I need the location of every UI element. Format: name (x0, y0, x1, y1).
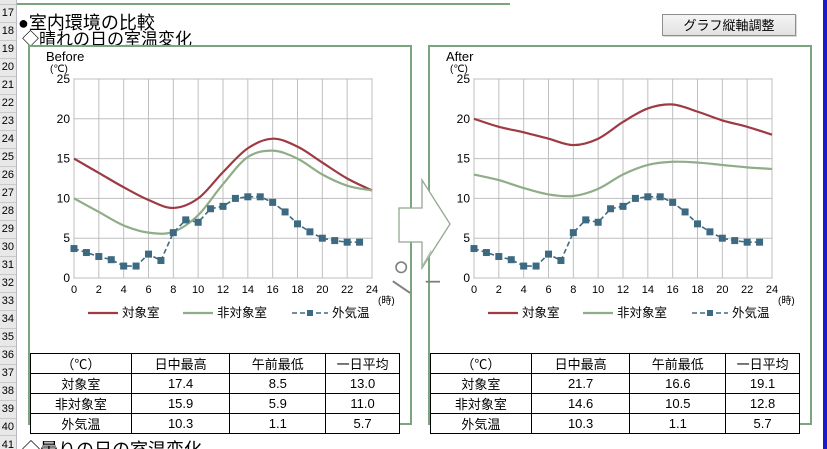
svg-text:16: 16 (667, 284, 679, 296)
svg-text:外気温: 外気温 (732, 305, 770, 320)
svg-text:24: 24 (766, 284, 778, 296)
svg-text:16: 16 (267, 284, 279, 296)
svg-text:10: 10 (592, 284, 604, 296)
svg-text:10: 10 (457, 191, 471, 205)
svg-text:6: 6 (145, 284, 151, 296)
svg-text:18: 18 (691, 284, 703, 296)
svg-text:12: 12 (617, 284, 629, 296)
svg-text:10: 10 (57, 191, 71, 205)
svg-text:22: 22 (741, 284, 753, 296)
svg-text:0: 0 (71, 284, 77, 296)
svg-text:(℃): (℃) (450, 64, 468, 75)
svg-text:4: 4 (521, 284, 527, 296)
svg-text:12: 12 (217, 284, 229, 296)
svg-text:2: 2 (496, 284, 502, 296)
svg-text:20: 20 (716, 284, 728, 296)
svg-text:対象室: 対象室 (122, 305, 160, 320)
svg-text:4: 4 (121, 284, 127, 296)
svg-text:非対象室: 非対象室 (217, 305, 267, 320)
svg-text:18: 18 (291, 284, 303, 296)
svg-text:20: 20 (457, 112, 471, 126)
svg-text:15: 15 (57, 152, 71, 166)
svg-text:10: 10 (192, 284, 204, 296)
svg-text:0: 0 (63, 271, 70, 285)
svg-text:14: 14 (642, 284, 654, 296)
svg-text:20: 20 (316, 284, 328, 296)
svg-text:5: 5 (63, 231, 70, 245)
svg-text:0: 0 (471, 284, 477, 296)
svg-text:非対象室: 非対象室 (617, 305, 667, 320)
svg-text:15: 15 (457, 152, 471, 166)
svg-text:20: 20 (57, 112, 71, 126)
svg-text:(℃): (℃) (50, 64, 68, 75)
svg-text:5: 5 (463, 231, 470, 245)
svg-text:対象室: 対象室 (522, 305, 560, 320)
svg-text:6: 6 (545, 284, 551, 296)
svg-text:外気温: 外気温 (332, 305, 370, 320)
svg-text:2: 2 (96, 284, 102, 296)
svg-text:14: 14 (242, 284, 254, 296)
svg-text:(時): (時) (778, 295, 795, 307)
svg-text:22: 22 (341, 284, 353, 296)
svg-text:8: 8 (170, 284, 176, 296)
svg-text:0: 0 (463, 271, 470, 285)
svg-text:8: 8 (570, 284, 576, 296)
svg-text:24: 24 (366, 284, 378, 296)
